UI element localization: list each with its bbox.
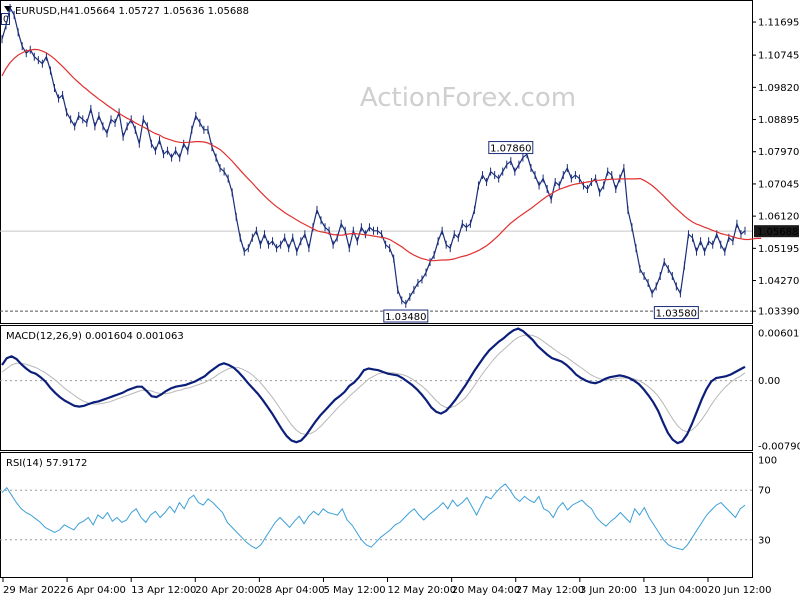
price-annotation-box xyxy=(488,141,534,155)
rsi-y-tick-label: 100 xyxy=(758,456,777,467)
price-y-tick-label: 1.10745 xyxy=(758,51,799,62)
macd-signal-line xyxy=(1,334,746,435)
price-y-tick-label: 1.03390 xyxy=(758,307,799,318)
price-y-tick-label: 1.06120 xyxy=(758,212,799,223)
x-tick-label: 20 May 04:00 xyxy=(452,585,521,596)
current-price-tag xyxy=(754,225,799,238)
price-y-tick-label: 1.05195 xyxy=(758,244,799,255)
current-price-label: 1.05688 xyxy=(757,227,798,238)
macd-y-tick-label: -0.007907 xyxy=(758,442,800,453)
price-y-tick-label: 1.09820 xyxy=(758,83,799,94)
price-header: EURUSD,H4 1.05664 1.05727 1.05636 1.0568… xyxy=(1,6,249,25)
x-tick-label: 6 Apr 04:00 xyxy=(67,585,126,596)
price-annotation-box xyxy=(653,306,699,320)
x-tick-label: 13 Jun 04:00 xyxy=(644,585,708,596)
x-tick-label: 27 May 12:00 xyxy=(516,585,585,596)
rsi-y-tick-label: 30 xyxy=(758,535,771,546)
price-y-tick-label: 1.08895 xyxy=(758,115,799,126)
price-y-tick-label: 1.07045 xyxy=(758,179,799,190)
price-y-tick-label: 1.07970 xyxy=(758,147,799,158)
x-tick-label: 29 Mar 2022 xyxy=(3,585,66,596)
ohlc-values: 1.05664 1.05727 1.05636 1.05688 xyxy=(74,6,249,17)
price-annotation-label: 1.03480 xyxy=(385,312,426,323)
macd-panel-frame xyxy=(0,325,753,451)
zero-marker-text: 0 xyxy=(3,15,9,25)
x-tick-label: 5 May 12:00 xyxy=(323,585,385,596)
moving-average-line xyxy=(1,48,762,262)
macd-main-line xyxy=(1,327,746,445)
axis-labels: 1.11695 1.10745 1.09820 1.08895 1.07970 1.070… xyxy=(2,18,800,596)
x-tick-label: 3 Jun 20:00 xyxy=(580,585,637,596)
price-y-tick-label: 1.11695 xyxy=(758,18,799,29)
rsi-y-tick-label: 70 xyxy=(758,486,771,497)
price-annotation-box xyxy=(383,309,429,323)
price-annotation-label: 1.07860 xyxy=(490,144,531,155)
macd-y-tick-label: 0.006012 xyxy=(758,329,800,340)
price-series-line xyxy=(1,6,746,305)
x-tick-label: 20 Apr 20:00 xyxy=(195,585,260,596)
x-tick-label: 12 May 20:00 xyxy=(388,585,457,596)
zero-marker-box xyxy=(1,13,10,25)
price-panel-frame xyxy=(0,0,753,324)
price-y-tick-label: 1.04270 xyxy=(758,276,799,287)
panel-frames xyxy=(0,0,753,578)
rsi-line xyxy=(1,483,746,551)
x-tick-label: 13 Apr 12:00 xyxy=(131,585,196,596)
macd-y-tick-label: 0.00 xyxy=(758,376,780,387)
watermark: ActionForex.com xyxy=(360,83,576,113)
x-tick-label: 28 Apr 04:00 xyxy=(259,585,324,596)
macd-title: MACD(12,26,9) 0.001604 0.001063 xyxy=(6,331,184,342)
price-annotation-label: 1.03580 xyxy=(656,309,697,320)
x-tick-label: 20 Jun 12:00 xyxy=(708,585,772,596)
rsi-panel-frame xyxy=(0,452,753,578)
series-lines xyxy=(1,3,762,551)
annotations: 1.07860 1.03480 1.03580 xyxy=(383,141,699,323)
symbol-label: EURUSD,H4 xyxy=(15,6,74,17)
level-lines xyxy=(0,230,752,541)
rsi-title: RSI(14) 57.9172 xyxy=(6,458,87,469)
